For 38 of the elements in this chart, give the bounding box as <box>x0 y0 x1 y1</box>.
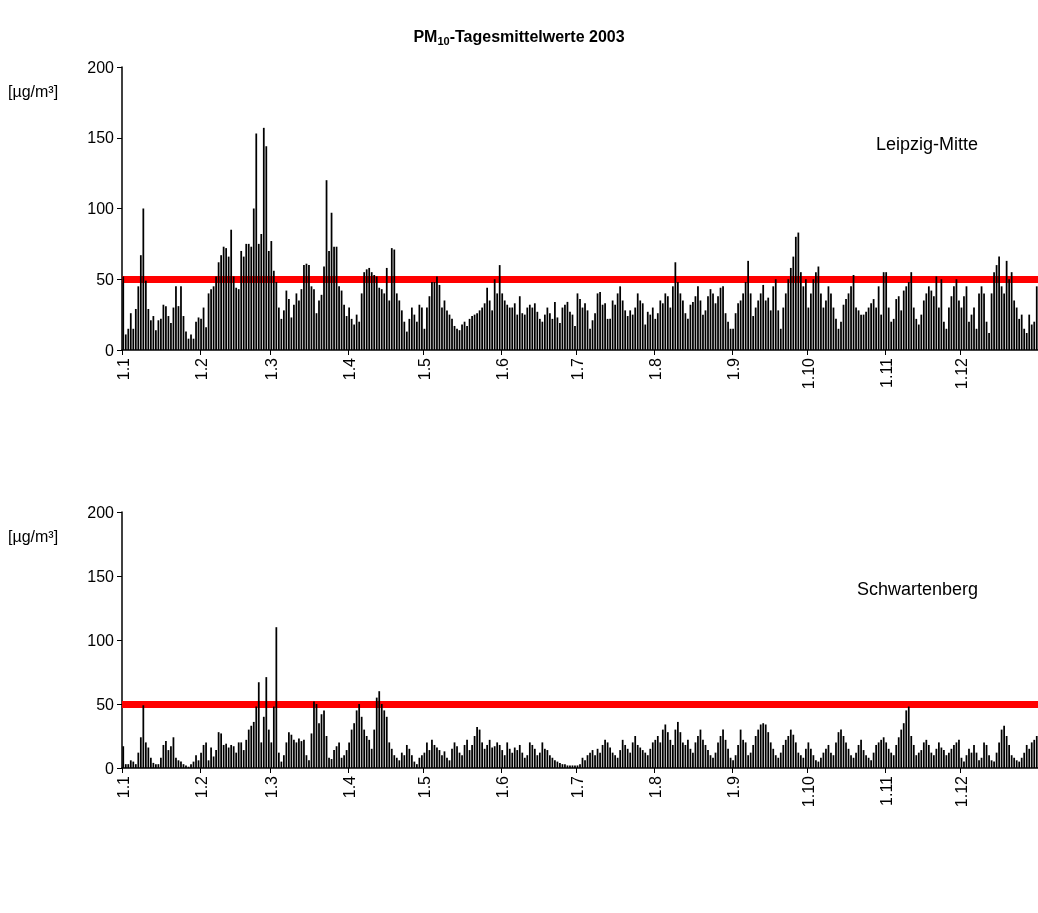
x-tick-label: 1.2 <box>192 357 210 381</box>
x-tick-label: 1.2 <box>192 775 210 799</box>
x-tick-label: 1.7 <box>568 357 586 381</box>
x-tick-label: 1.12 <box>952 357 970 390</box>
x-tick-label: 1.11 <box>877 357 895 388</box>
x-tick-label: 1.5 <box>415 357 433 381</box>
x-tick-label: 1.1 <box>114 775 132 799</box>
x-tick-label: 1.5 <box>415 775 433 799</box>
x-tick-label: 1.8 <box>646 357 664 381</box>
y-tick-label: 150 <box>87 129 115 147</box>
x-tick-label: 1.8 <box>646 775 664 799</box>
x-tick-label: 1.10 <box>799 775 817 808</box>
x-tick-label: 1.3 <box>262 775 280 799</box>
x-tick-label: 1.4 <box>340 775 358 799</box>
x-tick-label: 1.9 <box>724 775 742 799</box>
x-tick-label: 1.12 <box>952 775 970 808</box>
x-tick-label: 1.6 <box>493 357 511 381</box>
x-tick-label: 1.4 <box>340 357 358 381</box>
y-tick-label: 0 <box>105 759 115 777</box>
y-tick-label: 100 <box>87 200 115 217</box>
y-tick-label: 150 <box>87 567 115 585</box>
y-axis-title: [µg/m³] <box>8 527 59 545</box>
x-tick-label: 1.6 <box>493 775 511 799</box>
y-axis-title: [µg/m³] <box>8 82 59 100</box>
y-tick-label: 200 <box>87 58 115 76</box>
x-tick-label: 1.1 <box>114 357 132 381</box>
x-tick-label: 1.10 <box>799 357 817 390</box>
y-tick-label: 100 <box>87 631 115 649</box>
x-tick-label: 1.11 <box>877 775 895 806</box>
y-tick-label: 200 <box>87 503 115 521</box>
text: Schwartenberg <box>856 579 979 599</box>
y-tick-label: 50 <box>96 270 115 288</box>
text: Leipzig-Mitte <box>875 134 979 154</box>
y-tick-label: 0 <box>105 341 115 359</box>
x-tick-label: 1.7 <box>568 775 586 799</box>
y-tick-label: 50 <box>96 695 115 713</box>
x-tick-label: 1.9 <box>724 357 742 381</box>
x-tick-label: 1.3 <box>262 357 280 381</box>
